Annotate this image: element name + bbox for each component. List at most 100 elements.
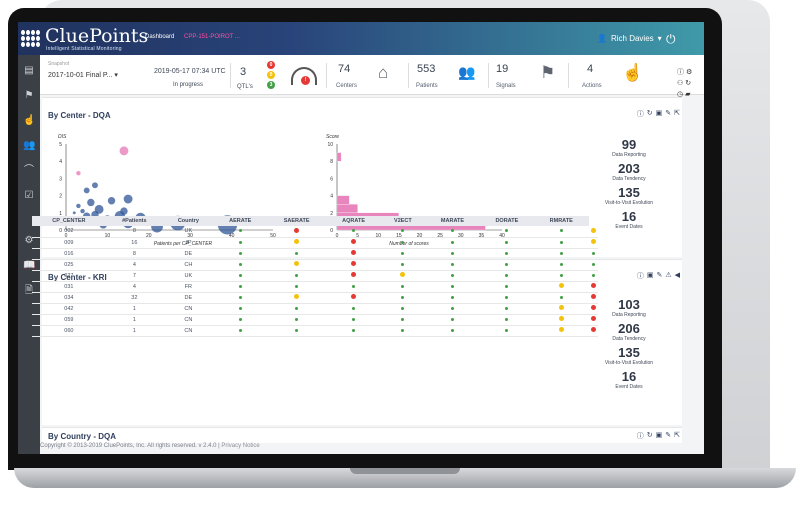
kri-rate-cell[interactable] xyxy=(425,292,480,304)
kri-rate-cell[interactable] xyxy=(533,237,589,249)
kri-table-row[interactable]: 042 1 CN xyxy=(32,303,598,315)
kri-rate-cell[interactable] xyxy=(533,314,589,326)
kri-rate-cell[interactable] xyxy=(425,314,480,326)
centers-count[interactable]: 74 xyxy=(338,63,351,75)
info-icon[interactable]: ⓘ xyxy=(636,273,644,280)
kri-rate-cell[interactable] xyxy=(326,248,381,260)
study-link[interactable]: CPP-151-POIROT ... xyxy=(184,34,240,40)
kri-rate-cell[interactable] xyxy=(588,237,598,249)
signals-count[interactable]: 19 xyxy=(496,63,509,75)
kri-rate-cell[interactable] xyxy=(588,248,598,260)
edit-icon[interactable]: ✎ xyxy=(665,110,672,117)
kri-rate-cell[interactable] xyxy=(326,270,381,282)
kri-rate-cell[interactable] xyxy=(380,303,426,315)
briefcase-icon[interactable]: ▣ xyxy=(655,432,663,439)
kri-table-row[interactable]: 027 7 UK xyxy=(32,270,598,282)
kri-rate-cell[interactable] xyxy=(425,259,480,271)
kri-rate-cell[interactable] xyxy=(380,226,426,238)
warning-icon[interactable]: ⚠ xyxy=(665,272,672,279)
users-nav-icon[interactable]: 👥 xyxy=(23,140,36,151)
kri-rate-cell[interactable] xyxy=(326,303,381,315)
kri-table-row[interactable]: 016 8 DE xyxy=(32,248,598,260)
kri-rate-cell[interactable] xyxy=(266,270,327,282)
kri-rate-cell[interactable] xyxy=(213,270,267,282)
kri-rate-cell[interactable] xyxy=(380,248,426,260)
settings-nav-icon[interactable]: ⚙ xyxy=(24,235,34,246)
kri-rate-cell[interactable] xyxy=(425,248,480,260)
kri-rate-cell[interactable] xyxy=(425,303,480,315)
kri-column-header[interactable]: #Patients xyxy=(105,216,163,226)
kri-rate-cell[interactable] xyxy=(533,270,589,282)
folder-icon[interactable]: ▰ xyxy=(685,91,691,98)
info-icon[interactable]: ⓘ xyxy=(677,69,684,76)
clock-icon[interactable]: ◷ xyxy=(677,91,684,98)
kri-rate-cell[interactable] xyxy=(266,226,327,238)
kri-column-header[interactable]: V2ECT xyxy=(380,216,426,226)
kri-column-header[interactable]: RMRATE xyxy=(533,216,589,226)
briefcase-icon[interactable]: ▣ xyxy=(655,110,663,117)
flag-nav-icon[interactable]: ⚑ xyxy=(24,90,34,101)
kri-rate-cell[interactable] xyxy=(479,259,534,271)
kri-column-header[interactable]: Country xyxy=(162,216,214,226)
kpi-visit-evolution[interactable]: 135 Visit-to-Visit Evolution xyxy=(594,186,664,207)
kri-rate-cell[interactable] xyxy=(533,259,589,271)
kri-rate-cell[interactable] xyxy=(588,226,598,238)
kri-rate-cell[interactable] xyxy=(380,292,426,304)
kri-rate-cell[interactable] xyxy=(326,226,381,238)
refresh-icon[interactable]: ↻ xyxy=(646,110,653,117)
power-icon[interactable]: ⏻ xyxy=(666,32,676,46)
privacy-link[interactable]: Privacy Notice xyxy=(221,443,260,449)
info-icon[interactable]: ⓘ xyxy=(636,433,644,440)
kri-rate-cell[interactable] xyxy=(425,237,480,249)
kri-rate-cell[interactable] xyxy=(533,281,589,293)
checklist-nav-icon[interactable]: ☑ xyxy=(24,190,34,201)
dashboard-nav-icon[interactable]: ▤ xyxy=(24,65,34,76)
kri-rate-cell[interactable] xyxy=(479,303,534,315)
hand-nav-icon[interactable]: ☝ xyxy=(23,115,36,126)
kri-rate-cell[interactable] xyxy=(380,325,426,337)
kri-rate-cell[interactable] xyxy=(266,237,327,249)
settings-icon[interactable]: ⚙ xyxy=(685,69,693,76)
user-menu[interactable]: 👤 Rich Davies ▾ xyxy=(597,34,662,43)
info-icon[interactable]: ⓘ xyxy=(636,111,644,118)
megaphone-icon[interactable]: ◀ xyxy=(674,272,680,279)
kri-rate-cell[interactable] xyxy=(533,292,589,304)
kri-rate-cell[interactable] xyxy=(479,325,534,337)
kri-rate-cell[interactable] xyxy=(326,292,381,304)
kri-rate-cell[interactable] xyxy=(588,270,598,282)
kri-column-header[interactable]: MARATE xyxy=(425,216,480,226)
kri-rate-cell[interactable] xyxy=(425,226,480,238)
kri-rate-cell[interactable] xyxy=(266,292,327,304)
kri-rate-cell[interactable] xyxy=(588,292,598,304)
kri-rate-cell[interactable] xyxy=(533,226,589,238)
kri-rate-cell[interactable] xyxy=(533,248,589,260)
kri-rate-cell[interactable] xyxy=(588,259,598,271)
kri-rate-cell[interactable] xyxy=(213,259,267,271)
kri-rate-cell[interactable] xyxy=(380,281,426,293)
kri-rate-cell[interactable] xyxy=(266,314,327,326)
refresh-icon[interactable]: ↻ xyxy=(685,80,692,87)
kri-rate-cell[interactable] xyxy=(479,226,534,238)
kri-rate-cell[interactable] xyxy=(425,281,480,293)
kpi-data-tendency[interactable]: 206 Data Tendency xyxy=(594,322,664,343)
kri-rate-cell[interactable] xyxy=(380,314,426,326)
kpi-data-reporting[interactable]: 103 Data Reporting xyxy=(594,298,664,319)
kri-rate-cell[interactable] xyxy=(326,325,381,337)
kri-rate-cell[interactable] xyxy=(213,226,267,238)
actions-count[interactable]: 4 xyxy=(587,63,594,75)
kri-column-header[interactable]: CP_CENTER xyxy=(32,216,106,226)
kri-table-row[interactable]: 059 1 CN xyxy=(32,314,598,326)
kri-rate-cell[interactable] xyxy=(266,303,327,315)
kri-rate-cell[interactable] xyxy=(479,248,534,260)
kri-rate-cell[interactable] xyxy=(479,281,534,293)
kri-rate-cell[interactable] xyxy=(588,303,598,315)
kri-table-row[interactable]: 031 4 FR xyxy=(32,281,598,293)
kri-column-header[interactable]: AERATE xyxy=(213,216,267,226)
kri-rate-cell[interactable] xyxy=(213,303,267,315)
kri-column-header[interactable]: AQRATE xyxy=(326,216,381,226)
share-icon[interactable]: ⇱ xyxy=(674,432,680,439)
share-icon[interactable]: ⇱ xyxy=(674,110,680,117)
snapshot-select[interactable]: 2017-10-01 Final P... ▾ xyxy=(48,72,118,79)
kpi-visit-evolution[interactable]: 135 Visit-to-Visit Evolution xyxy=(594,346,664,367)
kri-rate-cell[interactable] xyxy=(479,237,534,249)
